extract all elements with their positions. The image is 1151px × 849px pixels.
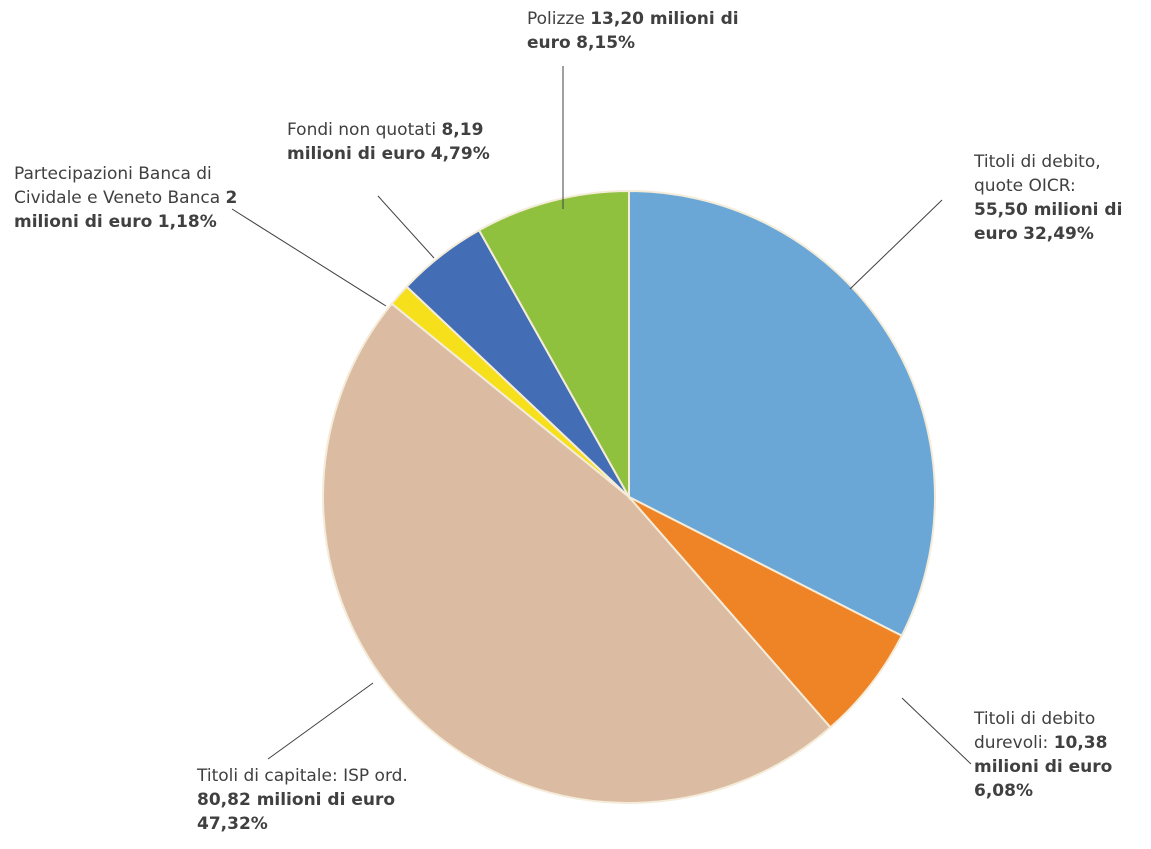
label-titoli-durevoli-percent: 6,08% bbox=[974, 781, 1033, 801]
leader-line-capitale bbox=[267, 682, 374, 760]
label-fondi-amount: 8,19 milioni di euro bbox=[287, 120, 484, 164]
label-titoli-debito-percent: 32,49% bbox=[1023, 224, 1094, 244]
label-titoli-durevoli-amount: 10,38 milioni di euro bbox=[974, 733, 1113, 777]
label-polizze-amount: 13,20 milioni di euro bbox=[527, 9, 739, 53]
pie-slice-capitale bbox=[322, 302, 832, 804]
label-fondi-percent: 4,79% bbox=[430, 144, 490, 164]
pie-slices bbox=[322, 189, 936, 804]
pie-slice-durevoli bbox=[628, 496, 904, 729]
label-partecipazioni-percent: 1,18% bbox=[157, 212, 217, 232]
label-polizze: Polizze 13,20 milioni di euro 8,15% bbox=[527, 7, 747, 55]
label-titoli-capitale-amount: 80,82 milioni di euro bbox=[197, 790, 396, 810]
label-titoli-capitale-percent: 47,32% bbox=[197, 814, 268, 834]
label-titoli-debito: Titoli di debito, quote OICR: 55,50 mili… bbox=[974, 150, 1134, 246]
leader-line-durevoli bbox=[901, 697, 972, 765]
label-titoli-capitale: Titoli di capitale: ISP ord. 80,82 milio… bbox=[197, 764, 412, 836]
label-titoli-debito-text: Titoli di debito, quote OICR: bbox=[974, 152, 1101, 196]
label-partecipazioni-amount: 2 milioni di euro bbox=[14, 188, 238, 232]
leader-line-fondi bbox=[377, 195, 435, 259]
label-polizze-text: Polizze bbox=[527, 9, 591, 29]
label-titoli-debito-amount: 55,50 milioni di euro bbox=[974, 200, 1123, 244]
label-polizze-percent: 8,15% bbox=[576, 33, 636, 53]
leader-lines bbox=[231, 66, 972, 765]
pie-slice-debito bbox=[628, 189, 936, 638]
label-titoli-durevoli: Titoli di debito durevoli: 10,38 milioni… bbox=[974, 707, 1134, 803]
label-partecipazioni-text: Partecipazioni Banca di Cividale e Venet… bbox=[14, 164, 226, 208]
label-fondi: Fondi non quotati 8,19 milioni di euro 4… bbox=[287, 118, 517, 166]
pie-slice-polizze bbox=[477, 189, 630, 501]
label-titoli-capitale-text: Titoli di capitale: ISP ord. bbox=[197, 766, 408, 786]
label-fondi-text: Fondi non quotati bbox=[287, 120, 442, 140]
label-partecipazioni: Partecipazioni Banca di Cividale e Venet… bbox=[14, 162, 239, 234]
label-titoli-durevoli-text: Titoli di debito durevoli: bbox=[974, 709, 1096, 753]
leader-line-partecip bbox=[231, 208, 387, 307]
leader-line-debito bbox=[849, 199, 943, 290]
